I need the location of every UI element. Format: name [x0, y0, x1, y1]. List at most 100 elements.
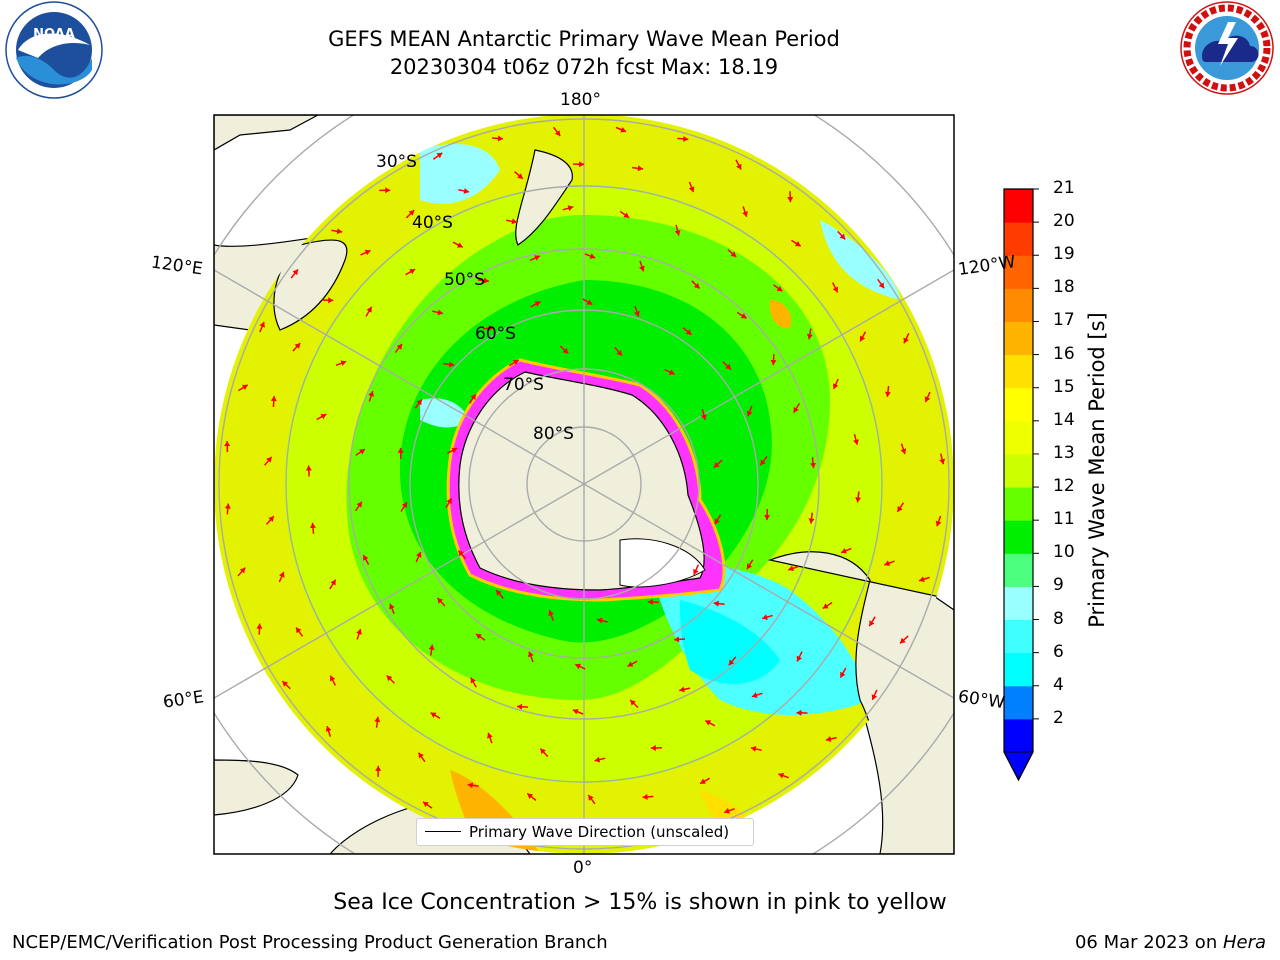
- wave-arrow-head: [470, 394, 476, 400]
- wave-arrow-head: [451, 447, 458, 454]
- wave-arrow-head: [637, 165, 644, 172]
- wave-arrow-head: [548, 610, 554, 616]
- wave-arrow-head: [597, 617, 603, 624]
- wave-arrow-head: [458, 550, 464, 557]
- colorbar-tick-label: 17: [1053, 310, 1075, 331]
- lat-label-60s: 60°S: [475, 324, 516, 344]
- lat-label-40s: 40°S: [412, 213, 453, 233]
- wave-arrow-head: [396, 343, 403, 350]
- wave-arrow-head: [325, 726, 332, 732]
- wave-arrow-head: [796, 709, 802, 716]
- wave-arrow-head: [935, 520, 942, 527]
- wave-arrow-head: [859, 335, 866, 342]
- wave-arrow-head: [356, 629, 362, 635]
- wave-arrow-head: [787, 197, 794, 203]
- wave-arrow-head: [736, 163, 742, 170]
- wave-arrow-head: [939, 458, 946, 465]
- wave-arrow-head: [512, 360, 519, 366]
- wave-arrow-head: [517, 173, 523, 179]
- legend-label: Primary Wave Direction (unscaled): [469, 823, 730, 841]
- colorbar-frame: [1003, 188, 1034, 782]
- colorbar-segment: [1004, 387, 1033, 422]
- wave-arrow-head: [409, 269, 416, 275]
- wave-arrow-head: [282, 681, 289, 687]
- credit-date-text: 06 Mar 2023 on: [1074, 932, 1223, 953]
- wave-arrow-head: [375, 765, 382, 771]
- wave-arrow-head: [724, 807, 730, 814]
- wave-arrow-head: [746, 410, 753, 417]
- wave-arrow-head: [634, 310, 640, 317]
- wave-arrow-head: [239, 567, 246, 574]
- wave-arrow-head: [808, 518, 815, 524]
- wave-arrow-head: [266, 456, 272, 463]
- credit-branch: NCEP/EMC/Verification Post Processing Pr…: [12, 932, 608, 953]
- wave-arrow-head: [340, 360, 347, 366]
- wave-arrow-head: [408, 210, 415, 216]
- wave-arrow-head: [511, 218, 517, 225]
- colorbar-tick-label: 20: [1053, 211, 1075, 232]
- nws-logo-icon: [1180, 1, 1274, 95]
- wave-arrow-head: [740, 313, 747, 319]
- colorbar-segment: [1004, 619, 1033, 654]
- wave-arrow-head: [475, 633, 482, 640]
- wave-period-field: [214, 114, 954, 854]
- wave-arrow-head: [839, 233, 846, 240]
- wave-arrow-head: [764, 515, 771, 521]
- colorbar-segment: [1004, 189, 1033, 223]
- wave-arrow-head: [714, 518, 720, 525]
- wave-arrow-head: [497, 135, 504, 142]
- wave-arrow-head: [415, 551, 422, 558]
- wave-arrow-head: [336, 228, 343, 235]
- wave-arrow-head: [623, 212, 630, 218]
- wave-arrow-head: [794, 240, 801, 247]
- wave-arrow-head: [903, 337, 909, 344]
- wave-arrow-head: [713, 462, 720, 468]
- wave-arrow-head: [579, 161, 585, 168]
- map-border: [213, 114, 955, 855]
- wave-arrow-head: [841, 547, 847, 554]
- wave-arrow-head: [620, 126, 627, 133]
- wave-arrow-head: [589, 253, 596, 259]
- wave-arrow-head: [751, 692, 758, 699]
- wave-arrow-head: [385, 187, 391, 194]
- sea-ice-note: Sea Ice Concentration > 15% is shown in …: [333, 890, 947, 915]
- wave-arrow-head: [366, 306, 372, 313]
- wave-arrow-head: [224, 441, 231, 447]
- lat-label-80s: 80°S: [533, 424, 574, 444]
- wave-arrow-head: [825, 736, 832, 742]
- wave-arrow-head: [463, 187, 470, 194]
- wave-arrow-head: [693, 568, 699, 575]
- wave-arrow-head: [470, 677, 476, 684]
- wave-arrow-head: [685, 329, 692, 335]
- wave-arrow-head: [268, 516, 274, 522]
- wave-arrow-head: [760, 459, 766, 466]
- colorbar-segment: [1004, 453, 1033, 488]
- wave-arrow-head: [832, 383, 839, 390]
- wave-arrow-head: [270, 395, 277, 402]
- wave-arrow-head: [871, 694, 878, 700]
- wave-arrow-head: [693, 282, 700, 289]
- wave-arrow-head: [730, 251, 737, 257]
- wave-arrow-head: [700, 414, 707, 420]
- wave-arrow-head: [330, 579, 336, 586]
- wave-arrow-head: [540, 748, 546, 755]
- colorbar-title: Primary Wave Mean Period [s]: [1085, 312, 1109, 628]
- wave-arrow-head: [329, 675, 336, 682]
- colorbar-tick-label: 4: [1053, 674, 1064, 695]
- wave-arrow-head: [488, 325, 494, 332]
- wave-arrow-head: [884, 391, 891, 397]
- colorbar-tick-label: 9: [1053, 575, 1064, 596]
- wave-arrow-head: [746, 563, 753, 570]
- colorbar-segment: [1004, 420, 1033, 455]
- wave-arrow-head: [700, 778, 706, 784]
- wave-arrow-head: [810, 462, 817, 469]
- wave-arrow-head: [572, 708, 579, 715]
- wave-arrow-head: [359, 449, 365, 455]
- wave-arrow-head: [575, 663, 582, 670]
- colorbar-segment: [1004, 718, 1033, 753]
- wave-arrow-head: [793, 406, 799, 413]
- wave-arrow-head: [224, 503, 231, 509]
- wave-arrow-head: [639, 265, 645, 272]
- wave-arrow-head: [832, 286, 839, 293]
